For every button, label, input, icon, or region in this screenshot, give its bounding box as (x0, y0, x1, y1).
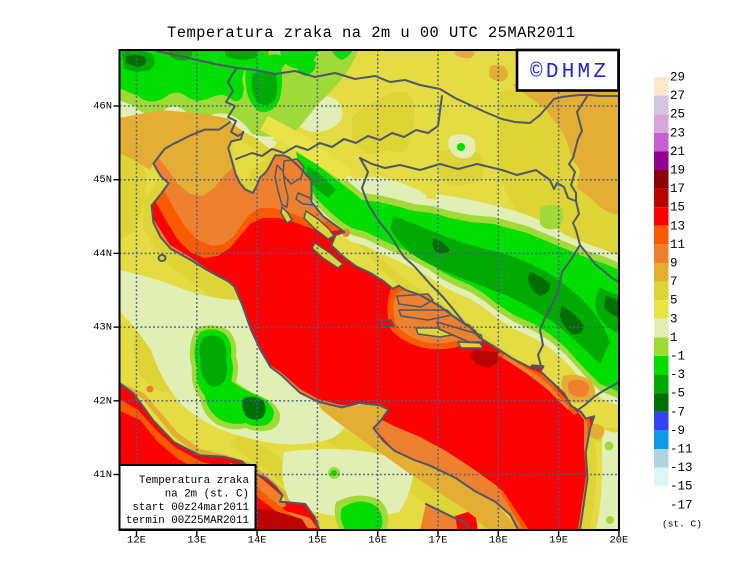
svg-text:-5: -5 (670, 387, 685, 401)
svg-text:3: 3 (670, 312, 678, 326)
svg-text:-15: -15 (670, 480, 693, 494)
svg-text:42N: 42N (93, 395, 112, 407)
svg-text:-11: -11 (670, 443, 693, 457)
svg-text:-17: -17 (670, 498, 693, 512)
svg-text:46N: 46N (93, 101, 112, 113)
svg-text:27: 27 (670, 89, 685, 103)
svg-text:Temperatura zraka na 2m u 00 U: Temperatura zraka na 2m u 00 UTC 25MAR20… (167, 24, 575, 42)
svg-text:5: 5 (670, 294, 678, 308)
svg-text:©DHMZ: ©DHMZ (530, 61, 606, 84)
svg-text:43N: 43N (93, 322, 112, 334)
svg-text:-13: -13 (670, 461, 693, 475)
svg-text:16E: 16E (368, 535, 387, 547)
svg-text:41N: 41N (93, 469, 112, 481)
svg-text:1: 1 (670, 331, 678, 345)
svg-text:-1: -1 (670, 350, 685, 364)
svg-text:14E: 14E (248, 535, 267, 547)
svg-text:17: 17 (670, 182, 685, 196)
svg-text:17E: 17E (429, 535, 448, 547)
svg-text:termin 00Z25MAR2011: termin 00Z25MAR2011 (126, 515, 249, 527)
svg-text:15: 15 (670, 201, 685, 215)
svg-text:13: 13 (670, 219, 685, 233)
svg-text:-7: -7 (670, 405, 685, 419)
svg-text:19E: 19E (549, 535, 568, 547)
svg-text:-9: -9 (670, 424, 685, 438)
svg-text:-3: -3 (670, 368, 685, 382)
svg-text:44N: 44N (93, 248, 112, 260)
svg-text:na 2m (st. C): na 2m (st. C) (165, 488, 249, 500)
svg-text:7: 7 (670, 275, 678, 289)
svg-text:18E: 18E (489, 535, 508, 547)
svg-text:11: 11 (670, 238, 685, 252)
svg-text:start 00z24mar2011: start 00z24mar2011 (132, 502, 249, 514)
svg-text:15E: 15E (308, 535, 327, 547)
svg-text:21: 21 (670, 145, 685, 159)
svg-text:(st. C): (st. C) (662, 519, 702, 530)
svg-text:45N: 45N (93, 174, 112, 186)
svg-text:9: 9 (670, 257, 678, 271)
svg-text:19: 19 (670, 164, 685, 178)
svg-text:25: 25 (670, 108, 685, 122)
svg-text:13E: 13E (187, 535, 206, 547)
svg-text:23: 23 (670, 126, 685, 140)
svg-text:20E: 20E (609, 535, 628, 547)
svg-text:29: 29 (670, 71, 685, 85)
svg-text:12E: 12E (127, 535, 146, 547)
svg-text:Temperatura zraka: Temperatura zraka (139, 475, 250, 487)
